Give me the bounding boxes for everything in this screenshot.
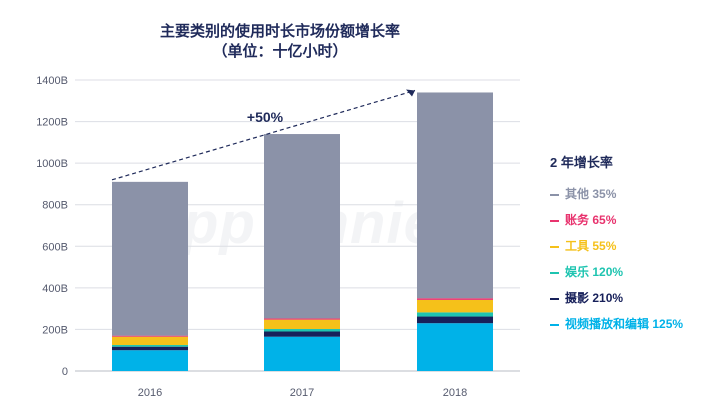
legend-item: 工具 55% bbox=[550, 233, 683, 259]
legend-label: 娱乐 bbox=[565, 265, 593, 279]
growth-annotation: +50% bbox=[247, 109, 284, 125]
x-tick-label: 2018 bbox=[443, 387, 467, 399]
legend-growth: 210% bbox=[592, 291, 624, 305]
legend-label: 摄影 bbox=[565, 291, 593, 305]
legend-label: 其他 bbox=[565, 187, 593, 201]
legend-growth: 120% bbox=[592, 265, 624, 279]
x-tick-label: 2017 bbox=[290, 387, 314, 399]
legend-title: 2 年增长率 bbox=[550, 155, 613, 170]
bar-segment bbox=[264, 329, 340, 332]
bar-segment bbox=[264, 134, 340, 319]
growth-arrow-head bbox=[406, 89, 415, 97]
legend-swatch bbox=[550, 219, 559, 222]
legend-growth: 35% bbox=[592, 187, 617, 201]
y-tick-label: 1000B bbox=[36, 158, 68, 170]
legend-label: 视频播放和编辑 bbox=[565, 317, 653, 331]
bar-segment bbox=[112, 336, 188, 346]
legend-swatch bbox=[550, 297, 559, 300]
bar-segment bbox=[417, 298, 493, 300]
bar-segment bbox=[417, 316, 493, 324]
legend-item: 视频播放和编辑 125% bbox=[550, 311, 683, 337]
y-tick-label: 0 bbox=[62, 366, 68, 378]
chart-title: 主要类别的使用时长市场份额增长率 （单位：十亿小时） bbox=[130, 22, 430, 62]
legend-growth: 55% bbox=[592, 239, 617, 253]
y-tick-label: 1400B bbox=[36, 75, 68, 87]
bar-segment bbox=[264, 318, 340, 320]
bar-segment bbox=[112, 181, 188, 336]
bar-segment bbox=[417, 312, 493, 317]
legend-swatch bbox=[550, 271, 559, 274]
bar-segment bbox=[112, 335, 188, 337]
legend-growth: 125% bbox=[652, 317, 684, 331]
legend-item: 摄影 210% bbox=[550, 285, 683, 311]
legend-label: 工具 bbox=[565, 239, 593, 253]
bar-segment bbox=[264, 319, 340, 330]
bar-segment bbox=[417, 299, 493, 313]
legend-swatch bbox=[550, 323, 559, 326]
legend: 2 年增长率 其他 35% 账务 65% 工具 55% 娱乐 120% 摄影 210% 视… bbox=[550, 152, 683, 337]
bar-segment bbox=[417, 323, 493, 371]
x-tick-label: 2016 bbox=[138, 387, 162, 399]
y-tick-label: 600B bbox=[42, 241, 68, 253]
chart-subtitle: （单位：十亿小时） bbox=[212, 43, 348, 60]
bar-segment bbox=[264, 336, 340, 371]
bar-segment bbox=[112, 345, 188, 347]
legend-swatch bbox=[550, 245, 559, 248]
legend-swatch bbox=[550, 193, 559, 196]
legend-item: 账务 65% bbox=[550, 207, 683, 233]
bar-segment bbox=[417, 92, 493, 299]
legend-items: 其他 35% 账务 65% 工具 55% 娱乐 120% 摄影 210% 视频播放和编辑 … bbox=[550, 181, 683, 337]
y-tick-label: 400B bbox=[42, 283, 68, 295]
legend-growth: 65% bbox=[592, 213, 617, 227]
bar-segment bbox=[112, 346, 188, 351]
legend-label: 账务 bbox=[565, 213, 593, 227]
bar-segment bbox=[264, 331, 340, 337]
bar-segment bbox=[112, 350, 188, 371]
legend-item: 娱乐 120% bbox=[550, 259, 683, 285]
y-tick-label: 200B bbox=[42, 324, 68, 336]
growth-arrow-line bbox=[111, 89, 416, 181]
y-tick-label: 800B bbox=[42, 200, 68, 212]
y-tick-label: 1200B bbox=[36, 117, 68, 129]
legend-item: 其他 35% bbox=[550, 181, 683, 207]
chart-title-line: 主要类别的使用时长市场份额增长率 bbox=[159, 23, 400, 40]
